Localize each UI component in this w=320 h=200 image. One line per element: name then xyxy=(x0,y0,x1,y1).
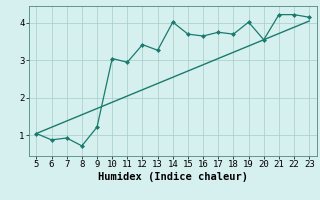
X-axis label: Humidex (Indice chaleur): Humidex (Indice chaleur) xyxy=(98,172,248,182)
